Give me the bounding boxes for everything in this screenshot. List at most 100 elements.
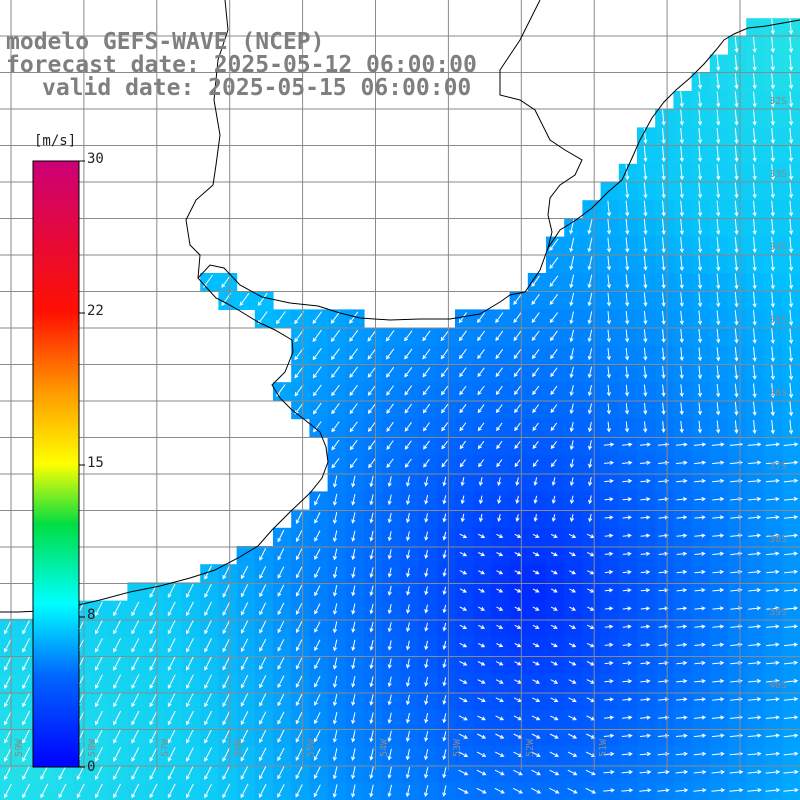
wind-arrow: [550, 606, 558, 611]
lon-label: 56W: [233, 738, 244, 757]
wind-arrow: [643, 347, 648, 361]
wind-arrow: [131, 601, 140, 617]
wind-arrow: [113, 601, 122, 617]
wind-arrow: [734, 182, 739, 199]
wind-arrow: [186, 619, 194, 635]
wind-arrow: [588, 513, 593, 523]
wind-arrow: [240, 602, 249, 616]
wind-arrow: [752, 420, 757, 435]
wind-arrow: [515, 495, 520, 505]
lon-label: 59W: [14, 738, 25, 757]
wind-arrow: [569, 624, 577, 629]
wind-arrow: [495, 661, 504, 666]
wind-arrow: [770, 146, 775, 163]
wind-arrow: [276, 311, 286, 325]
wind-arrow: [113, 656, 122, 671]
wind-arrow: [330, 311, 341, 324]
wind-arrow: [312, 347, 322, 361]
wind-arrow: [788, 18, 794, 35]
wind-arrow: [369, 603, 374, 615]
wind-arrow: [367, 421, 376, 433]
wind-arrow: [167, 692, 176, 708]
wind-arrow: [643, 255, 648, 271]
wind-arrow: [587, 219, 593, 235]
wind-arrow: [567, 751, 578, 757]
lat-label: 37S: [769, 461, 787, 472]
wind-arrow: [765, 478, 780, 483]
wind-arrow: [442, 731, 447, 742]
wind-arrow: [369, 567, 374, 579]
wind-arrow: [658, 606, 669, 611]
wind-arrow: [459, 642, 468, 648]
wind-arrow: [676, 551, 688, 556]
wind-arrow: [734, 420, 739, 434]
wind-arrow: [113, 619, 122, 635]
wind-arrow: [752, 73, 757, 90]
wind-arrow: [643, 127, 648, 144]
wind-arrow: [532, 570, 540, 575]
wind-arrow: [494, 787, 505, 794]
wind-arrow: [587, 606, 595, 611]
wind-arrow: [784, 642, 799, 647]
wind-arrow: [788, 164, 794, 181]
wind-arrow: [734, 328, 739, 344]
wind-arrow: [405, 476, 411, 487]
sea-field: [0, 18, 800, 800]
wind-arrow: [747, 733, 762, 738]
wind-arrow: [716, 310, 721, 326]
wind-arrow: [277, 747, 285, 762]
wind-arrow: [332, 548, 338, 561]
wind-arrow: [387, 640, 392, 651]
wind-arrow: [643, 402, 648, 415]
wind-arrow: [569, 513, 575, 523]
wind-arrow: [606, 274, 612, 289]
wind-arrow: [606, 292, 612, 307]
wind-arrow: [550, 349, 558, 360]
wind-arrow: [387, 730, 392, 743]
wind-arrow: [131, 619, 140, 635]
wind-arrow: [204, 583, 212, 598]
wind-arrow: [661, 384, 666, 397]
wind-arrow: [788, 218, 794, 235]
colorbar-ticks: [79, 160, 85, 768]
wind-arrow: [406, 640, 411, 651]
wind-arrow: [495, 312, 504, 324]
wind-arrow: [788, 237, 794, 254]
wind-arrow: [622, 642, 632, 648]
wind-arrow: [747, 769, 762, 775]
wind-arrow: [240, 711, 249, 726]
wind-arrow: [514, 606, 522, 611]
wind-arrow: [676, 533, 688, 538]
wind-arrow: [313, 784, 321, 798]
wind-arrow: [625, 311, 630, 325]
wind-arrow: [424, 622, 429, 632]
wind-arrow: [441, 440, 449, 450]
wind-arrow: [332, 639, 338, 652]
wind-arrow: [369, 730, 374, 743]
wind-arrow: [569, 237, 575, 253]
wind-arrow: [406, 622, 411, 633]
wind-arrow: [22, 619, 31, 635]
wind-arrow: [149, 783, 158, 799]
wind-arrow: [587, 440, 593, 451]
wind-arrow: [586, 624, 595, 629]
wind-arrow: [752, 218, 757, 235]
wind-arrow: [640, 478, 651, 484]
wind-arrow: [661, 237, 666, 253]
wind-arrow: [351, 566, 356, 579]
wind-arrow: [625, 255, 630, 271]
wind-arrow: [404, 422, 412, 432]
wind-arrow: [404, 367, 413, 378]
wind-arrow: [748, 624, 762, 629]
wind-arrow: [676, 606, 688, 611]
wind-arrow: [716, 365, 721, 380]
wind-arrow: [314, 566, 321, 579]
wind-arrow: [765, 733, 781, 738]
wind-arrow: [513, 769, 523, 776]
colorbar-tick-label: 30: [87, 151, 104, 167]
wind-arrow: [766, 551, 780, 556]
wind-arrow: [784, 587, 799, 593]
wind-arrow: [693, 788, 707, 793]
wind-arrow: [734, 91, 739, 108]
wind-arrow: [531, 733, 541, 739]
